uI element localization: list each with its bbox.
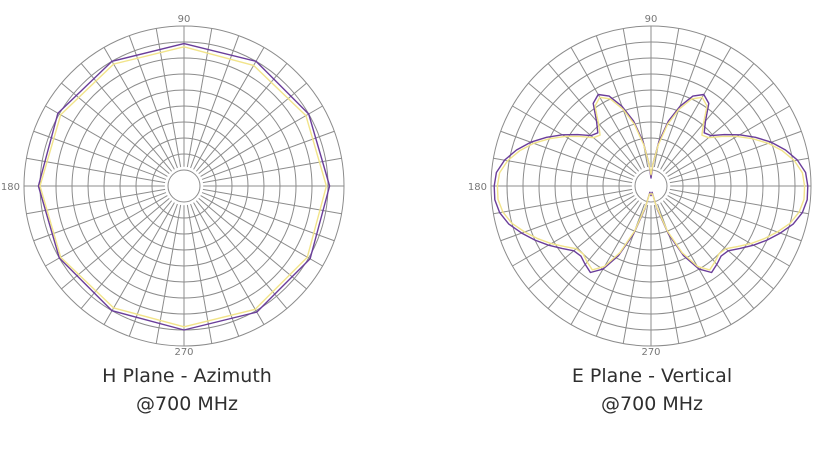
h-plane-grid-spoke xyxy=(198,197,307,290)
e-plane-grid-spoke xyxy=(547,63,640,172)
h-plane-grid-spoke xyxy=(33,192,167,242)
e-plane-grid-spoke xyxy=(669,157,809,184)
h-plane-grid-spoke xyxy=(200,195,323,267)
h-plane-grid-spoke xyxy=(45,105,168,177)
h-plane-caption-line2: @700 MHz xyxy=(136,393,238,415)
h-plane-grid-spoke xyxy=(190,35,240,169)
h-plane-grid-spoke xyxy=(198,82,307,175)
e-plane-grid-spoke xyxy=(570,47,642,170)
h-plane-grid-spoke xyxy=(45,195,168,267)
e-plane-grid-spoke xyxy=(528,82,637,175)
h-plane-caption-line1: H Plane - Azimuth xyxy=(102,365,272,387)
e-plane-grid-spoke xyxy=(528,197,637,290)
e-plane-grid-spoke xyxy=(668,192,802,242)
e-plane-grid-spoke xyxy=(547,200,640,309)
h-plane-grid-spoke xyxy=(26,157,166,184)
h-plane-pattern-trace-2 xyxy=(39,46,328,328)
h-plane-grid-spoke xyxy=(200,105,323,177)
h-plane-grid-spoke xyxy=(61,82,170,175)
e-plane-grid-ring xyxy=(634,169,668,203)
h-plane-pattern-trace-1 xyxy=(37,42,331,331)
e-plane-caption-line2: @700 MHz xyxy=(601,393,703,415)
e-plane-grid-spoke xyxy=(512,195,635,267)
h-plane-grid-spoke xyxy=(201,192,335,242)
e-plane-grid-spoke xyxy=(657,35,707,169)
e-plane-grid-spoke xyxy=(662,200,755,309)
e-plane-grid-spoke xyxy=(570,202,642,325)
e-plane-grid-spoke xyxy=(665,197,774,290)
e-plane-grid-spoke xyxy=(662,63,755,172)
e-plane-tick-90: 90 xyxy=(645,14,658,25)
e-plane-grid-spoke xyxy=(493,157,633,184)
h-plane-tick-180: 180 xyxy=(1,182,20,193)
e-plane-grid-spoke xyxy=(622,204,649,344)
h-plane-grid-spoke xyxy=(128,203,178,337)
e-plane-grid-spoke xyxy=(667,195,790,267)
e-plane-grid-spoke xyxy=(653,204,680,344)
e-plane-grid-spoke xyxy=(668,130,802,180)
h-plane-grid-spoke xyxy=(195,200,288,309)
e-plane-grid-spoke xyxy=(500,192,634,242)
h-plane-grid-spoke xyxy=(80,63,173,172)
h-plane-grid-spoke xyxy=(190,203,240,337)
h-plane-grid-spoke xyxy=(26,188,166,215)
e-plane-grid-spoke xyxy=(669,188,809,215)
h-plane-grid-spoke xyxy=(202,188,342,215)
h-plane-grid-spoke xyxy=(195,63,288,172)
e-plane-grid-spoke xyxy=(665,82,774,175)
h-plane-grid-spoke xyxy=(155,28,182,168)
e-plane-grid-spoke xyxy=(595,35,645,169)
h-plane-grid-spoke xyxy=(202,157,342,184)
e-plane-grid-spoke xyxy=(493,188,633,215)
h-plane-tick-270: 270 xyxy=(174,347,193,358)
e-plane-grid-spoke xyxy=(660,202,732,325)
h-plane-grid-spoke xyxy=(201,130,335,180)
e-plane-grid-spoke xyxy=(660,47,732,170)
e-plane-grid-spoke xyxy=(500,130,634,180)
h-plane-grid-spoke xyxy=(80,200,173,309)
h-plane-grid-spoke xyxy=(61,197,170,290)
h-plane-grid-spoke xyxy=(103,47,175,170)
h-plane-polar-plot: 90 180 270 xyxy=(1,14,345,358)
h-plane-tick-90: 90 xyxy=(178,14,191,25)
h-plane-grid-spoke xyxy=(103,202,175,325)
h-plane-grid-spoke xyxy=(186,28,213,168)
h-plane-grid-spoke xyxy=(193,47,265,170)
e-plane-pattern-trace-2 xyxy=(496,96,806,271)
h-plane-grid-ring xyxy=(167,169,201,203)
e-plane-tick-270: 270 xyxy=(641,347,660,358)
e-plane-grid-spoke xyxy=(667,105,790,177)
e-plane-tick-180: 180 xyxy=(468,182,487,193)
e-plane-caption-line1: E Plane - Vertical xyxy=(572,365,732,387)
h-plane-grid-spoke xyxy=(193,202,265,325)
e-plane-polar-plot: 90 180 270 xyxy=(468,14,812,358)
e-plane-pattern-trace-1 xyxy=(493,93,809,274)
h-plane-grid-spoke xyxy=(33,130,167,180)
e-plane-grid-spoke xyxy=(512,105,635,177)
